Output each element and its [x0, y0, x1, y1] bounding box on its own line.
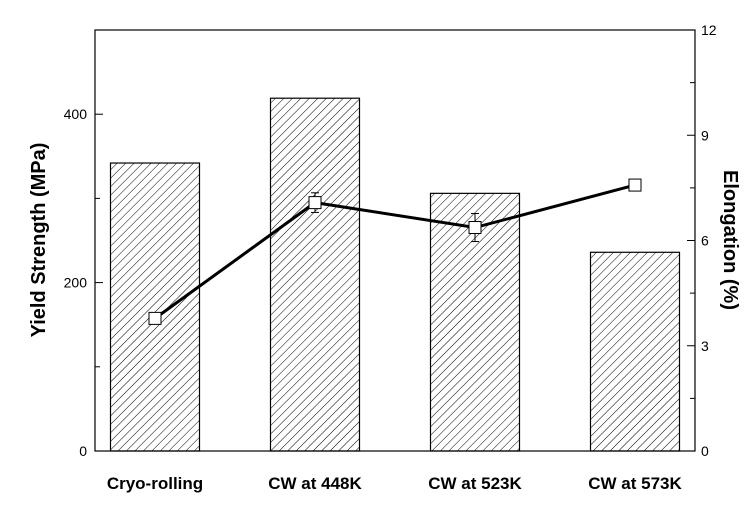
y2-tick-label: 6: [701, 233, 709, 249]
x-tick-label: Cryo-rolling: [107, 474, 203, 493]
x-tick-label: CW at 573K: [588, 474, 682, 493]
elongation-line: [154, 183, 636, 320]
x-tick-label: CW at 523K: [428, 474, 522, 493]
y2-tick-label: 12: [701, 22, 717, 38]
marker-3: [628, 178, 642, 192]
y-tick-label: 400: [64, 106, 88, 122]
bar-3: [589, 251, 681, 452]
marker-1: [308, 196, 322, 210]
bar-0: [109, 162, 201, 452]
marker-2: [468, 221, 482, 235]
y-axis-label: Yield Strength (MPa): [28, 143, 50, 338]
y-tick-label: 200: [64, 275, 88, 291]
y-tick-label: 0: [79, 443, 87, 459]
y2-tick-label: 9: [701, 127, 709, 143]
y2-tick-label: 3: [701, 338, 709, 354]
y2-tick-label: 0: [701, 443, 709, 459]
marker-0: [148, 311, 162, 325]
y2-axis-label: Elongation (%): [719, 170, 741, 310]
bar-1: [269, 97, 361, 452]
x-tick-label: CW at 448K: [268, 474, 362, 493]
